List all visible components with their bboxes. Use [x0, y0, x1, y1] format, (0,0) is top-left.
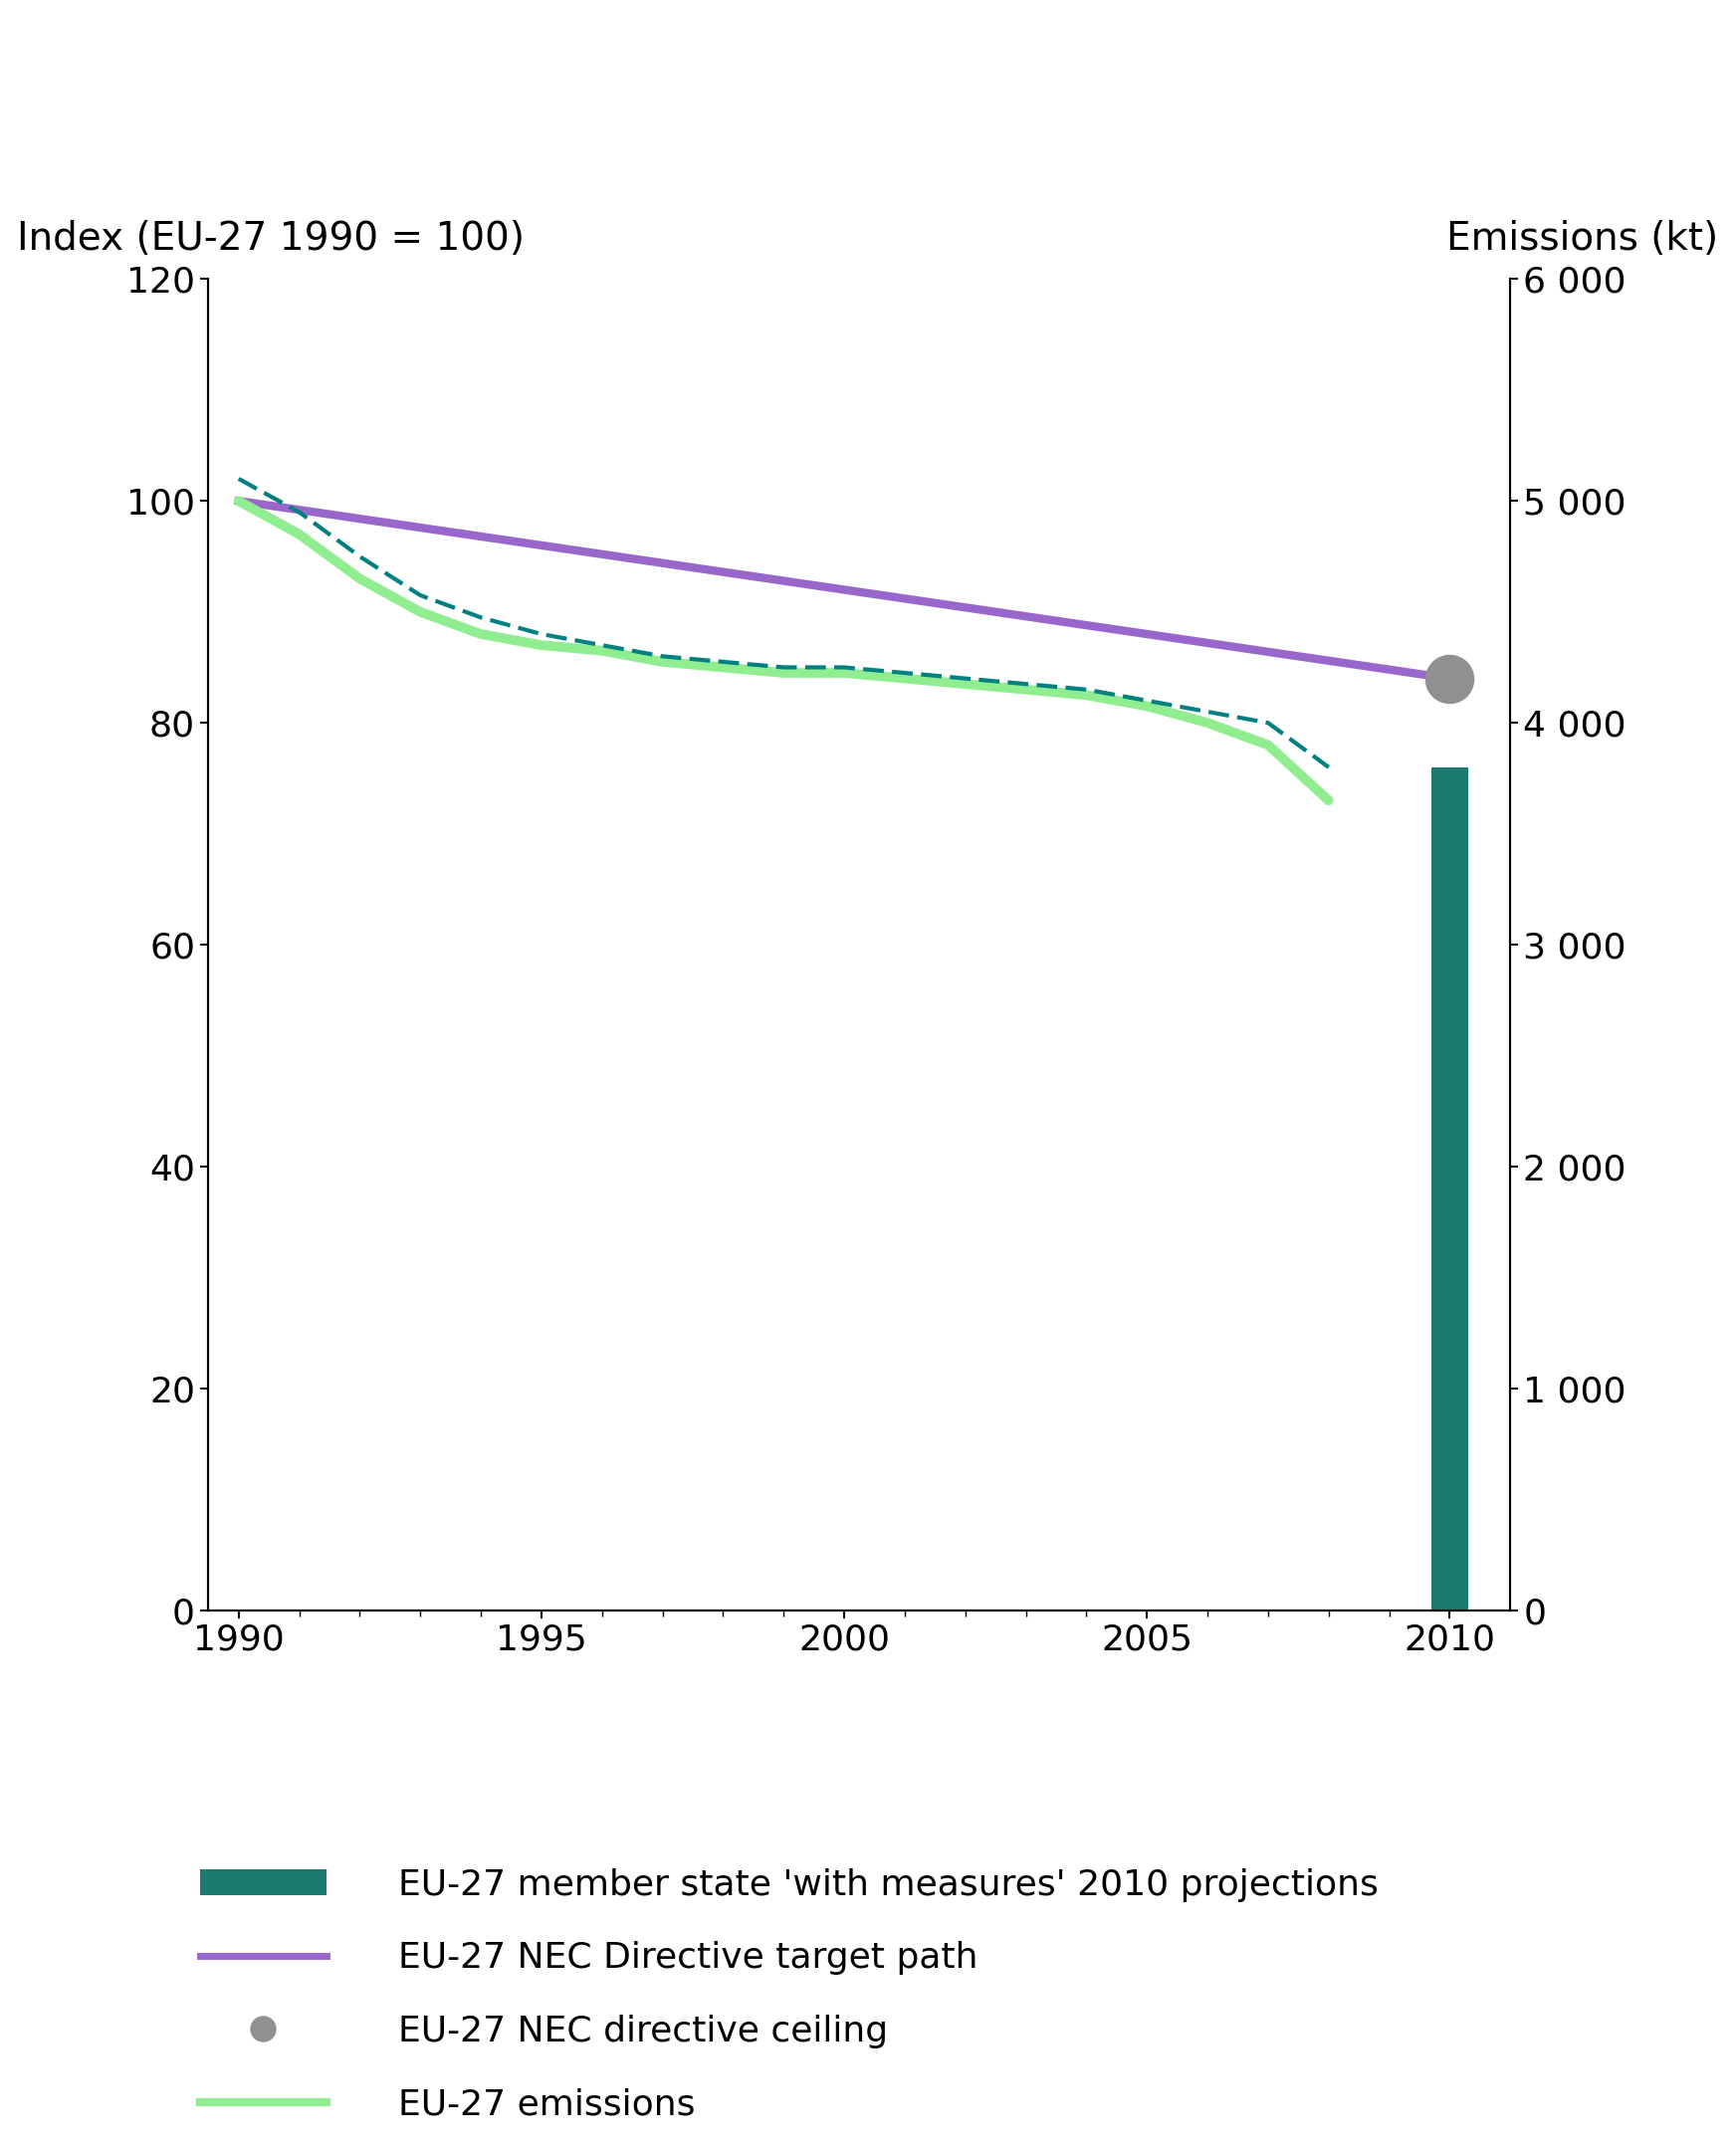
- Text: Emissions (kt): Emissions (kt): [1446, 219, 1719, 258]
- Point: [1436, 661, 1463, 696]
- Legend: EU-27 member state 'with measures' 2010 projections, EU-27 NEC Directive target : EU-27 member state 'with measures' 2010 …: [200, 1868, 1378, 2147]
- Text: Index (EU-27 1990 = 100): Index (EU-27 1990 = 100): [17, 219, 524, 258]
- Bar: [1432, 766, 1469, 1610]
